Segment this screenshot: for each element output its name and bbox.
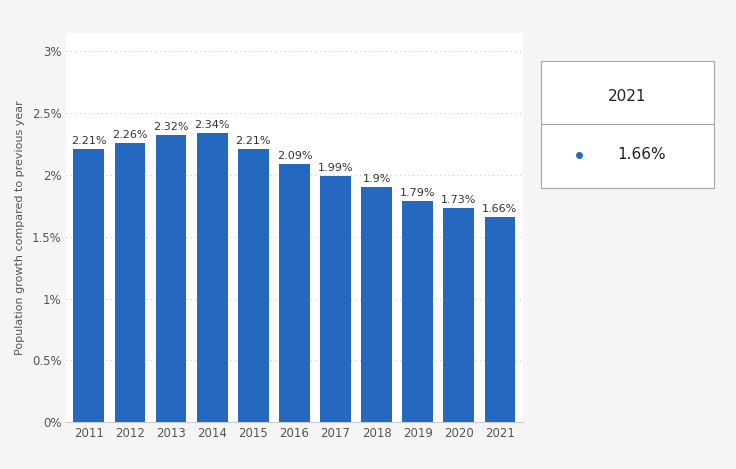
Text: 1.66%: 1.66% xyxy=(617,147,665,162)
Bar xyxy=(74,149,105,422)
Text: 2021: 2021 xyxy=(608,89,647,104)
Text: 2.26%: 2.26% xyxy=(112,130,148,140)
Text: 2.09%: 2.09% xyxy=(277,151,312,161)
Bar xyxy=(403,201,434,422)
Bar xyxy=(155,136,186,422)
Text: 1.79%: 1.79% xyxy=(400,188,436,198)
Bar xyxy=(115,143,146,422)
Text: 1.99%: 1.99% xyxy=(318,163,353,173)
Text: 1.9%: 1.9% xyxy=(362,174,391,184)
Bar xyxy=(238,149,269,422)
Text: 1.73%: 1.73% xyxy=(441,195,476,205)
Bar xyxy=(484,217,515,422)
Text: 2.32%: 2.32% xyxy=(153,122,189,132)
Text: 2.34%: 2.34% xyxy=(194,120,230,130)
Bar xyxy=(320,176,351,422)
Bar xyxy=(279,164,310,422)
Bar xyxy=(197,133,227,422)
Text: 2.21%: 2.21% xyxy=(71,136,107,146)
Y-axis label: Population growth compared to previous year: Population growth compared to previous y… xyxy=(15,100,25,355)
Bar xyxy=(443,208,474,422)
Text: 2.21%: 2.21% xyxy=(236,136,271,146)
Text: 1.66%: 1.66% xyxy=(482,204,517,214)
Bar xyxy=(361,187,392,422)
